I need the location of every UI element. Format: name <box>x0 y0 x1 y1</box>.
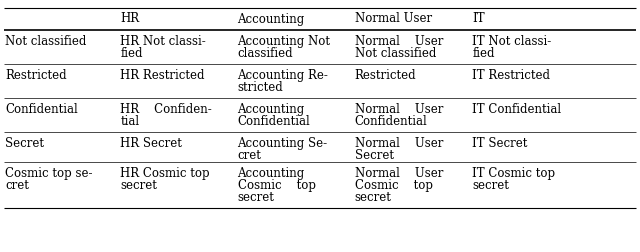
Text: IT Restricted: IT Restricted <box>472 69 550 82</box>
Text: classified: classified <box>237 47 293 60</box>
Text: Secret: Secret <box>355 149 394 162</box>
Text: IT Confidential: IT Confidential <box>472 103 561 116</box>
Text: HR Secret: HR Secret <box>120 137 182 150</box>
Text: Accounting Not: Accounting Not <box>237 35 330 48</box>
Text: IT Secret: IT Secret <box>472 137 528 150</box>
Text: fied: fied <box>472 47 495 60</box>
Text: Restricted: Restricted <box>355 69 416 82</box>
Text: Normal    User: Normal User <box>355 137 443 150</box>
Text: cret: cret <box>5 179 29 192</box>
Text: stricted: stricted <box>237 81 284 94</box>
Text: Cosmic    top: Cosmic top <box>237 179 316 192</box>
Text: Accounting Se-: Accounting Se- <box>237 137 328 150</box>
Text: Accounting: Accounting <box>237 167 305 180</box>
Text: Confidential: Confidential <box>5 103 78 116</box>
Text: IT Cosmic top: IT Cosmic top <box>472 167 556 180</box>
Text: HR Restricted: HR Restricted <box>120 69 205 82</box>
Text: tial: tial <box>120 115 140 128</box>
Text: Cosmic    top: Cosmic top <box>355 179 433 192</box>
Text: Normal User: Normal User <box>355 13 432 25</box>
Text: Normal    User: Normal User <box>355 167 443 180</box>
Text: Secret: Secret <box>5 137 44 150</box>
Text: Normal    User: Normal User <box>355 103 443 116</box>
Text: Accounting: Accounting <box>237 13 305 25</box>
Text: HR Cosmic top: HR Cosmic top <box>120 167 210 180</box>
Text: Accounting: Accounting <box>237 103 305 116</box>
Text: Restricted: Restricted <box>5 69 67 82</box>
Text: fied: fied <box>120 47 143 60</box>
Text: Accounting Re-: Accounting Re- <box>237 69 328 82</box>
Text: HR Not classi-: HR Not classi- <box>120 35 206 48</box>
Text: Not classified: Not classified <box>5 35 86 48</box>
Text: secret: secret <box>355 191 392 204</box>
Text: secret: secret <box>472 179 509 192</box>
Text: IT Not classi-: IT Not classi- <box>472 35 552 48</box>
Text: Confidential: Confidential <box>355 115 428 128</box>
Text: IT: IT <box>472 13 485 25</box>
Text: cret: cret <box>237 149 261 162</box>
Text: Not classified: Not classified <box>355 47 436 60</box>
Text: secret: secret <box>237 191 275 204</box>
Text: Confidential: Confidential <box>237 115 310 128</box>
Text: HR: HR <box>120 13 140 25</box>
Text: Cosmic top se-: Cosmic top se- <box>5 167 93 180</box>
Text: secret: secret <box>120 179 157 192</box>
Text: HR    Confiden-: HR Confiden- <box>120 103 212 116</box>
Text: Normal    User: Normal User <box>355 35 443 48</box>
